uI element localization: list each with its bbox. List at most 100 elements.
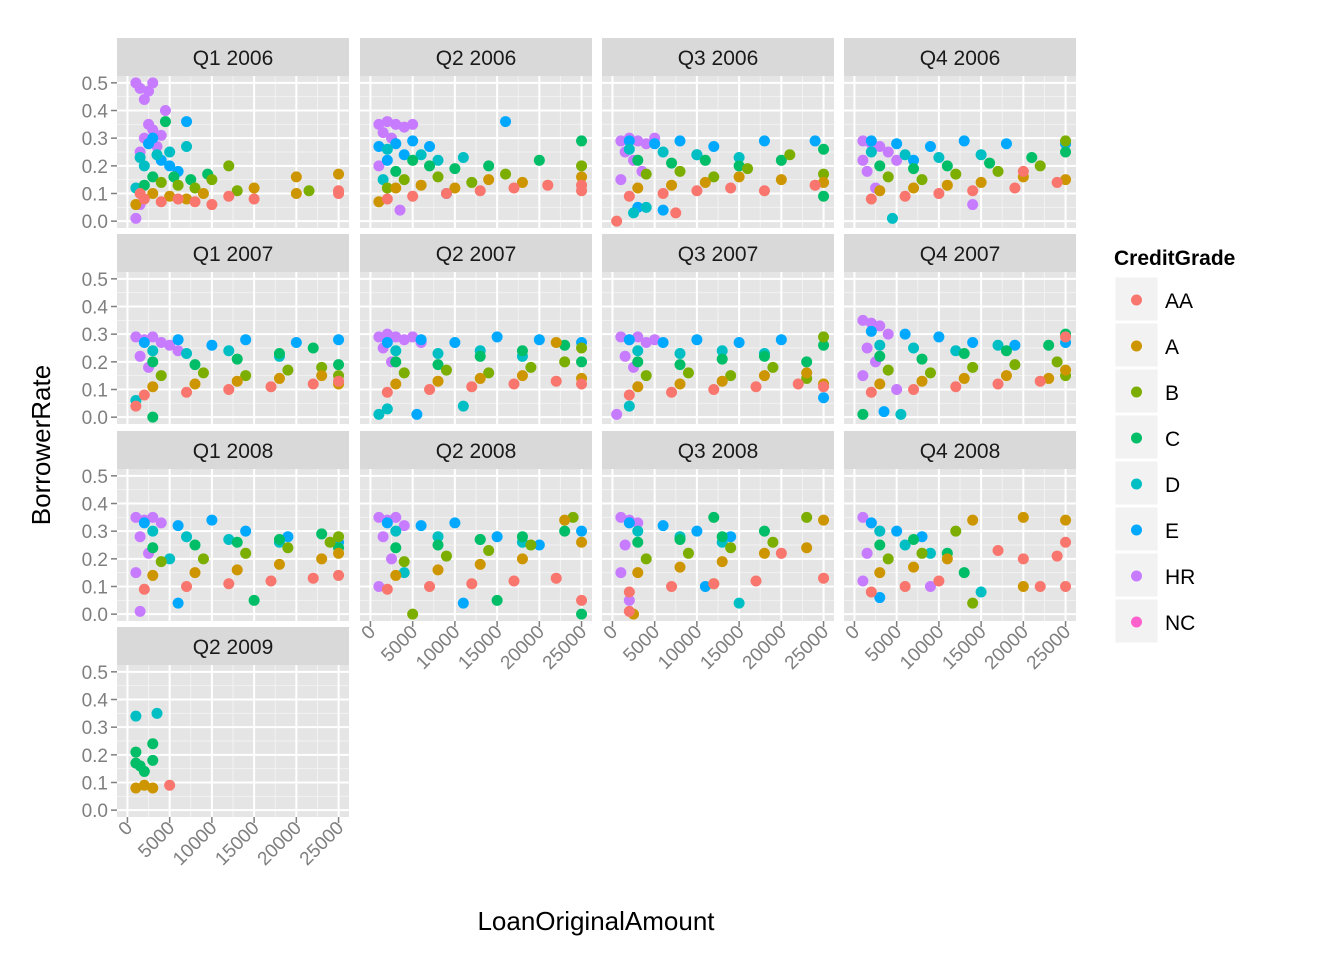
- data-point: [381, 403, 393, 415]
- data-point: [1034, 160, 1046, 172]
- data-point: [381, 583, 393, 595]
- facet-strip: [602, 38, 834, 76]
- data-point: [373, 160, 385, 172]
- data-point: [508, 182, 520, 194]
- data-point: [181, 580, 193, 592]
- data-point: [172, 179, 184, 191]
- data-point: [1060, 514, 1072, 526]
- data-point: [550, 336, 562, 348]
- legend-key-swatch: [1131, 570, 1142, 582]
- data-point: [398, 520, 410, 532]
- data-point: [143, 138, 155, 150]
- data-point: [699, 176, 711, 188]
- data-point: [533, 539, 545, 551]
- data-point: [316, 361, 328, 373]
- data-point: [542, 179, 554, 191]
- data-point: [615, 567, 627, 579]
- data-point: [290, 171, 302, 183]
- data-point: [398, 334, 410, 346]
- legend-label: D: [1165, 474, 1180, 497]
- data-point: [206, 199, 218, 211]
- data-point: [155, 336, 167, 348]
- facet-strip-label: Q2 2006: [436, 47, 517, 70]
- data-point: [147, 124, 159, 136]
- data-point: [716, 353, 728, 365]
- x-tick-label: 15000: [454, 622, 506, 674]
- data-point: [950, 345, 962, 357]
- data-point: [908, 163, 920, 175]
- data-point: [164, 339, 176, 351]
- data-point: [699, 580, 711, 592]
- data-point: [975, 586, 987, 598]
- data-point: [623, 143, 635, 155]
- data-point: [172, 334, 184, 346]
- legend-label: E: [1165, 520, 1179, 543]
- data-point: [159, 116, 171, 128]
- legend-key-swatch: [1131, 432, 1142, 444]
- y-tick-label: 0.5: [82, 663, 108, 684]
- data-point: [1000, 370, 1012, 382]
- data-point: [407, 331, 419, 343]
- data-point: [818, 190, 830, 202]
- data-point: [899, 190, 911, 202]
- data-point: [138, 160, 150, 172]
- data-point: [758, 525, 770, 537]
- data-point: [984, 157, 996, 169]
- data-point: [615, 331, 627, 343]
- data-point: [1034, 375, 1046, 387]
- data-point: [240, 547, 252, 559]
- data-point: [674, 135, 686, 147]
- data-point: [908, 154, 920, 166]
- data-point: [168, 171, 180, 183]
- data-point: [623, 605, 635, 617]
- data-point: [147, 511, 159, 523]
- data-point: [390, 356, 402, 368]
- data-point: [691, 149, 703, 161]
- data-point: [874, 320, 886, 332]
- data-point: [809, 179, 821, 191]
- data-point: [415, 520, 427, 532]
- data-point: [164, 779, 176, 791]
- data-point: [818, 392, 830, 404]
- data-point: [657, 336, 669, 348]
- data-point: [899, 149, 911, 161]
- y-tick-label: 0.5: [82, 467, 108, 488]
- facet-panel: Q2 2007: [360, 234, 592, 424]
- data-point: [576, 594, 588, 606]
- data-point: [559, 339, 571, 351]
- data-point: [908, 533, 920, 545]
- data-point: [742, 163, 754, 175]
- facet-strip-label: Q2 2008: [436, 440, 517, 463]
- data-point: [147, 569, 159, 581]
- data-point: [674, 561, 686, 573]
- data-point: [164, 146, 176, 158]
- facet-strip: [844, 234, 1076, 272]
- data-point: [248, 594, 260, 606]
- data-point: [147, 525, 159, 537]
- data-point: [130, 331, 142, 343]
- data-point: [381, 143, 393, 155]
- facet-strip-label: Q1 2006: [193, 47, 274, 70]
- legend-title: CreditGrade: [1114, 247, 1235, 270]
- data-point: [189, 539, 201, 551]
- data-point: [398, 367, 410, 379]
- data-point: [801, 542, 813, 554]
- data-point: [628, 207, 640, 219]
- data-point: [474, 185, 486, 197]
- data-point: [874, 339, 886, 351]
- data-point: [809, 135, 821, 147]
- data-point: [147, 411, 159, 423]
- data-point: [134, 605, 146, 617]
- data-point: [398, 174, 410, 186]
- data-point: [958, 135, 970, 147]
- data-point: [967, 336, 979, 348]
- data-point: [708, 511, 720, 523]
- facet-strip-label: Q4 2008: [920, 440, 1001, 463]
- data-point: [640, 201, 652, 213]
- data-point: [716, 345, 728, 357]
- data-point: [758, 350, 770, 362]
- facet-strip-label: Q3 2006: [678, 47, 759, 70]
